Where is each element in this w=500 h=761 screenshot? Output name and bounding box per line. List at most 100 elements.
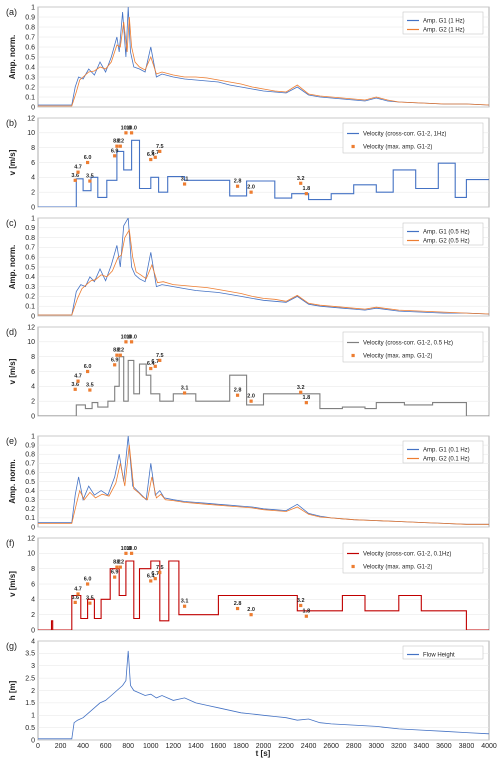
data-point xyxy=(235,393,240,397)
x-tick-label: 3600 xyxy=(436,743,452,750)
legend-box xyxy=(402,440,484,464)
y-tick-label: 0.9 xyxy=(25,225,35,232)
y-tick-label: 1 xyxy=(31,215,35,222)
data-label: 2.8 xyxy=(234,601,242,607)
y-axis-label: Amp. norm. xyxy=(8,459,17,503)
legend-entry: Amp. G1 (0.5 Hz) xyxy=(423,230,470,236)
legend-entry: Velocity (cross-corr. G1-2, 0.5 Hz) xyxy=(363,341,453,347)
data-label: 8.2 xyxy=(113,139,121,145)
x-tick-label: 600 xyxy=(100,743,112,750)
y-tick-label: 0 xyxy=(31,627,35,634)
y-axis-label: v [m/s] xyxy=(8,571,17,597)
plot-area xyxy=(38,218,489,316)
y-tick-label: 2 xyxy=(31,612,35,619)
data-label: 3.5 xyxy=(86,174,94,180)
series-line-2 xyxy=(38,228,489,316)
data-point xyxy=(124,340,128,344)
data-point xyxy=(88,179,92,183)
series-line-1 xyxy=(38,218,489,316)
legend-entry: Velocity (cross-corr. G1-2, 0.1Hz) xyxy=(363,552,451,558)
panel-label: (c) xyxy=(6,218,17,228)
series-line-1 xyxy=(38,560,489,630)
data-label: 3.1 xyxy=(181,177,189,183)
x-tick-label: 3800 xyxy=(459,743,475,750)
data-label: 6.4 xyxy=(147,573,156,579)
legend: Velocity (cross-corr. G1-2, 1Hz) Velocity… xyxy=(342,122,484,154)
x-tick-label: 4000 xyxy=(481,743,497,750)
y-tick-label: 0.2 xyxy=(25,84,35,91)
y-tick-label: 4 xyxy=(31,638,35,645)
data-label: 1.8 xyxy=(303,609,311,615)
legend: Amp. G1 (0.5 Hz) Amp. G2 (0.5 Hz) xyxy=(402,222,484,246)
data-label: 3.6 xyxy=(71,595,79,601)
y-tick-label: 0.4 xyxy=(25,64,35,71)
series-line-1 xyxy=(38,650,489,740)
plot-area xyxy=(38,650,489,740)
data-point xyxy=(129,551,134,555)
y-tick-label: 1 xyxy=(31,4,35,11)
y-tick-label: 0.9 xyxy=(25,442,35,449)
data-point xyxy=(299,390,303,394)
data-point xyxy=(86,160,90,165)
panel-e: 0 0.1 0.2 0.3 0.4 0.5 0.6 0.7 0.8 0.9 1 (e) Amp. nor… xyxy=(6,433,490,531)
y-axis-label: v [m/s] xyxy=(8,358,17,384)
data-label: 10.0 xyxy=(121,546,132,552)
data-point xyxy=(86,369,90,374)
legend-entry: Amp. G1 (1 Hz) xyxy=(423,19,465,25)
data-point xyxy=(113,363,117,367)
data-point xyxy=(182,604,187,608)
x-tick-label: 2200 xyxy=(278,743,294,750)
legend: Amp. G1 (0.1 Hz) Amp. G2 (0.1 Hz) xyxy=(402,440,484,464)
y-tick-label: 0.6 xyxy=(25,44,35,51)
y-tick-label: 0.9 xyxy=(25,14,35,21)
legend-entry: Amp. G1 (0.1 Hz) xyxy=(423,448,470,454)
data-label: 3.2 xyxy=(297,176,305,182)
data-point xyxy=(76,592,80,596)
y-tick-label: 0.4 xyxy=(25,274,35,281)
y-tick-label: 3 xyxy=(31,663,35,670)
y-tick-label: 0.3 xyxy=(25,284,35,291)
y-tick-label: 0.5 xyxy=(25,264,35,271)
data-label: 6.7 xyxy=(151,150,159,156)
data-label: 8.2 xyxy=(116,139,124,145)
data-label: 3.5 xyxy=(86,383,94,389)
x-tick-label: 3000 xyxy=(368,743,384,750)
plot-area: 3.64.76.03.56.98.28.210.010.06.46.77.53.… xyxy=(38,125,489,207)
panel-label: (d) xyxy=(6,327,17,337)
data-label: 3.2 xyxy=(297,598,305,604)
data-label: 6.0 xyxy=(84,364,92,370)
data-point xyxy=(118,565,122,569)
data-label: 7.5 xyxy=(156,144,164,150)
data-point xyxy=(304,614,308,618)
data-point xyxy=(249,613,253,617)
series-line-2 xyxy=(38,445,489,525)
data-point xyxy=(115,565,119,569)
data-point xyxy=(86,582,90,586)
x-tick-label: 1600 xyxy=(211,743,227,750)
data-point xyxy=(149,366,153,371)
plot-area xyxy=(38,7,489,107)
data-label: 2.0 xyxy=(247,394,255,400)
data-label: 10.0 xyxy=(121,125,132,131)
x-axis-label: t [s] xyxy=(256,749,271,758)
y-tick-label: 2 xyxy=(31,688,35,695)
data-label: 7.5 xyxy=(156,353,164,359)
panel-c: 0 0.1 0.2 0.3 0.4 0.5 0.6 0.7 0.8 0.9 1 (c) Amp. nor… xyxy=(6,215,490,320)
data-label: 6.9 xyxy=(111,148,119,154)
y-tick-label: 4 xyxy=(31,384,35,391)
y-tick-label: 0.1 xyxy=(25,515,35,522)
series-line-1 xyxy=(38,139,489,207)
data-label: 8.2 xyxy=(113,348,121,354)
data-label: 3.6 xyxy=(71,382,79,388)
legend-box xyxy=(402,11,484,35)
data-point xyxy=(129,131,134,135)
data-point xyxy=(299,603,303,608)
data-label: 8.2 xyxy=(116,348,124,354)
legend-entry: Flow Height xyxy=(423,653,455,659)
legend-box xyxy=(342,542,484,574)
y-tick-label: 0.5 xyxy=(25,54,35,61)
